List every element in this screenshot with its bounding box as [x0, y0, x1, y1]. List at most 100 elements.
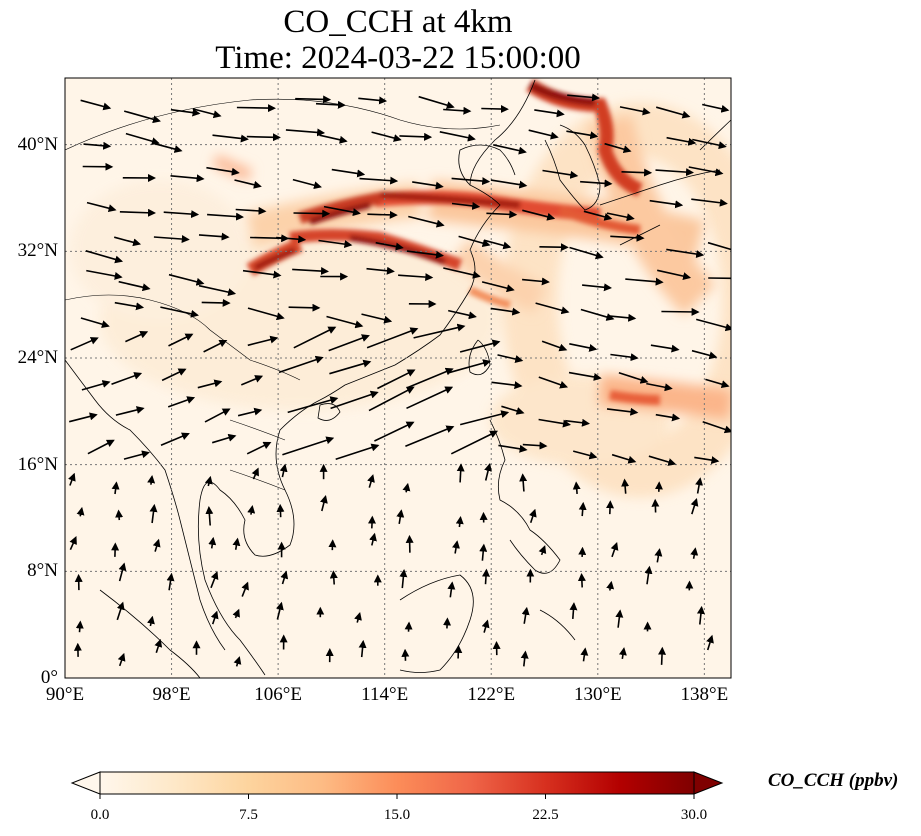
wind-arrow [292, 178, 322, 190]
wind-arrow [275, 601, 284, 620]
wind-arrow [702, 420, 731, 434]
wind-arrow [234, 179, 262, 189]
wind-arrow [331, 168, 366, 178]
wind-arrow [658, 646, 667, 665]
wind-arrow [115, 406, 145, 416]
wind-arrow [655, 413, 681, 422]
wind-arrow [572, 450, 598, 460]
wind-arrow [149, 503, 158, 524]
x-tick-label: 106°E [254, 684, 302, 705]
wind-arrow [406, 250, 444, 259]
colorbar-tick-label: 22.5 [532, 807, 559, 823]
wind-arrow [655, 106, 691, 119]
wind-arrow [285, 128, 326, 137]
wind-arrow [535, 302, 570, 315]
wind-arrow [481, 281, 515, 293]
wind-arrow [197, 379, 223, 389]
wind-arrow [618, 371, 649, 384]
wind-arrow [236, 104, 276, 113]
wind-arrow [481, 619, 490, 633]
wind-arrow [210, 610, 219, 625]
wind-arrow [443, 106, 472, 115]
wind-arrow [203, 339, 228, 353]
wind-arrow [86, 269, 123, 280]
wind-arrow [405, 425, 455, 447]
wind-arrow [456, 463, 465, 483]
wind-arrow [483, 239, 512, 250]
wind-arrow [528, 129, 559, 140]
wind-arrow [580, 179, 613, 188]
wind-arrow [490, 179, 528, 189]
wind-arrow [168, 333, 194, 347]
wind-arrow [371, 131, 402, 142]
wind-arrow [413, 323, 466, 339]
wind-arrow [369, 532, 377, 546]
wind-arrow [621, 478, 630, 494]
wind-arrow [606, 580, 615, 591]
wind-arrow [534, 109, 565, 118]
wind-arrow [288, 303, 321, 312]
wind-arrow [519, 473, 528, 492]
wind-arrow [583, 210, 613, 221]
wind-arrow [404, 621, 413, 632]
wind-arrow [118, 562, 127, 582]
wind-arrow [319, 134, 348, 144]
colorbar-extend-max [693, 771, 724, 795]
wind-arrow [566, 130, 599, 140]
wind-arrow [232, 608, 240, 619]
wind-arrow [568, 371, 602, 381]
x-tick-label: 138°E [680, 684, 729, 705]
wind-arrow [86, 201, 117, 213]
wind-arrow [443, 267, 481, 279]
wind-arrow [282, 436, 335, 456]
wind-arrow [458, 235, 491, 248]
wind-arrow [691, 198, 728, 207]
wind-arrow [661, 307, 700, 316]
x-tick-label: 90°E [45, 684, 85, 705]
wind-arrow [111, 372, 143, 385]
wind-arrow [578, 501, 587, 517]
wind-arrow [115, 509, 124, 521]
wind-arrow [147, 475, 156, 485]
wind-arrow [402, 482, 411, 493]
wind-arrow [276, 235, 307, 244]
wind-arrow [118, 280, 151, 292]
wind-arrow [695, 318, 731, 332]
wind-arrow [399, 132, 433, 141]
wind-arrow [447, 581, 456, 598]
wind-arrow [320, 495, 328, 512]
wind-arrow [278, 355, 324, 374]
wind-arrow [666, 136, 697, 146]
wind-arrow [448, 309, 477, 320]
wind-arrow [707, 241, 731, 251]
colorbar-tick-label: 7.5 [239, 807, 258, 823]
wind-arrow [648, 455, 677, 466]
wind-arrow [702, 103, 730, 113]
wind-arrow [212, 134, 249, 143]
wind-arrow [210, 571, 219, 589]
wind-arrow [161, 368, 187, 382]
wind-arrow [604, 142, 632, 154]
wind-arrow [323, 205, 361, 217]
map-frame [64, 77, 732, 679]
wind-arrow [237, 407, 263, 417]
wind-arrow [192, 108, 222, 119]
wind-arrow [111, 481, 120, 495]
wind-arrow [292, 267, 329, 276]
wind-arrow [69, 536, 77, 551]
wind-arrow [241, 581, 249, 597]
wind-arrow [688, 166, 724, 177]
wind-arrow [606, 407, 639, 416]
wind-arrow [211, 433, 237, 444]
wind-arrow [618, 647, 627, 660]
wind-arrow [198, 284, 237, 297]
wind-arrow [329, 570, 338, 585]
wind-arrow [396, 509, 405, 525]
wind-arrow [377, 369, 416, 390]
wind-arrow [117, 652, 126, 667]
wind-arrow [619, 106, 651, 116]
wind-arrow [569, 602, 578, 619]
wind-arrow [521, 606, 530, 624]
x-tick-label: 114°E [361, 684, 409, 705]
